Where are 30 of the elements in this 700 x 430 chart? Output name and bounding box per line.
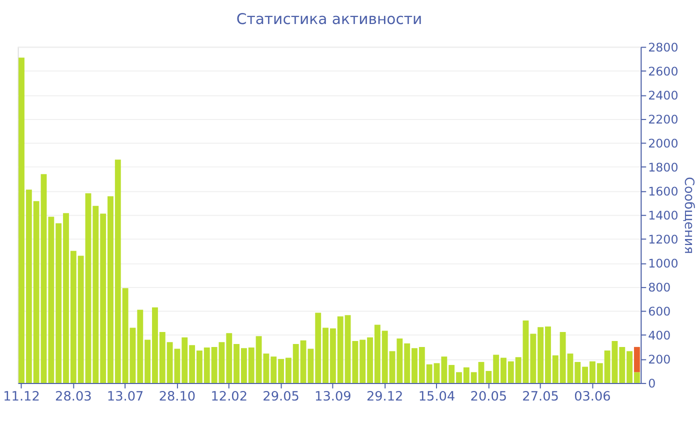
y-tick-label: 400: [648, 328, 671, 342]
y-tick-label: 2800: [648, 40, 678, 54]
y-tick-label: 2200: [648, 112, 678, 126]
x-tick-label: 11.12: [3, 389, 40, 404]
y-tick-label: 1400: [648, 208, 678, 222]
x-tick-label: 29.05: [262, 389, 300, 404]
y-tick-label: 2600: [648, 64, 678, 78]
x-tick-label: 15.04: [418, 389, 456, 404]
x-tick-label: 12.02: [210, 389, 248, 404]
x-tick-label: 29.12: [366, 389, 404, 404]
y-tick-label: 1600: [648, 184, 678, 198]
x-tick-label: 03.06: [574, 389, 611, 404]
y-tick-label: 1800: [648, 160, 678, 174]
y-tick-label: 200: [648, 352, 671, 366]
x-tick-label: 27.05: [522, 389, 559, 404]
x-tick-label: 20.05: [470, 389, 508, 404]
y-tick-label: 1200: [648, 232, 678, 246]
x-tick-label: 28.03: [55, 389, 92, 404]
x-tick-label: 13.07: [106, 389, 144, 404]
y-tick-label: 800: [648, 280, 671, 294]
y-tick-label: 2400: [648, 88, 678, 102]
x-tick-label: 13.09: [314, 389, 352, 404]
y-tick-label: 0: [648, 376, 656, 390]
x-tick-label: 28.10: [158, 389, 196, 404]
bar: [634, 346, 640, 372]
y-tick-label: 600: [648, 304, 671, 318]
y-axis-title: Сообщения: [681, 176, 696, 254]
y-tick-label: 1000: [648, 256, 678, 270]
chart-title: Статистика активности: [236, 11, 422, 28]
y-tick-label: 2000: [648, 136, 678, 150]
